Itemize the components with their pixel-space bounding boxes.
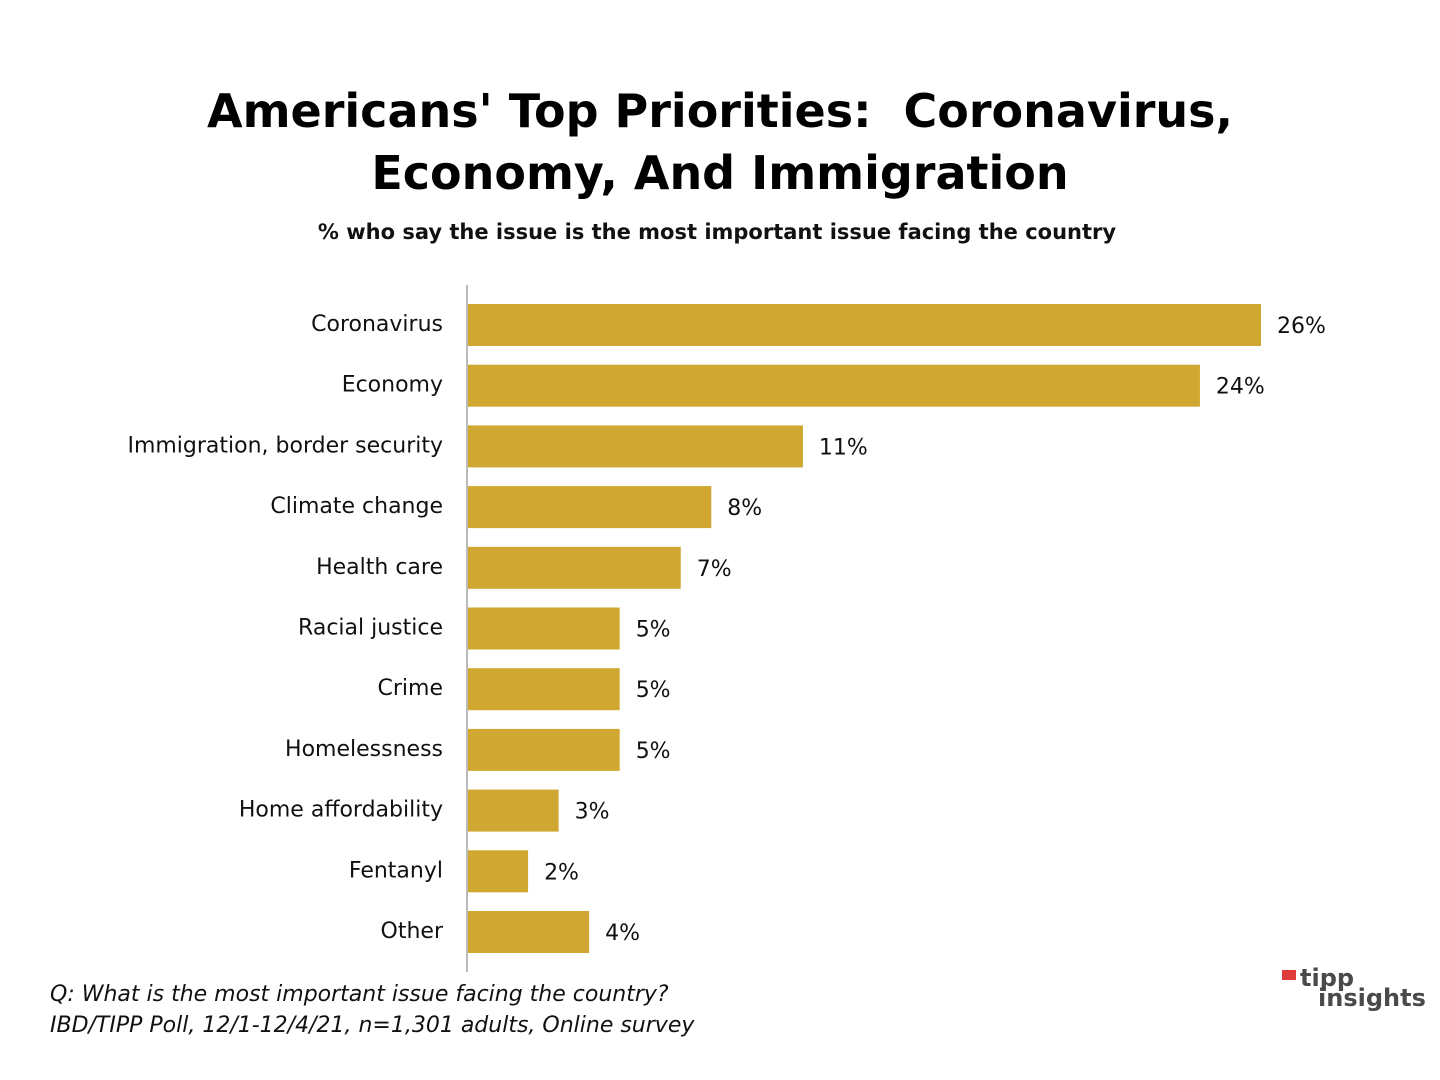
logo: tipp insights	[1282, 964, 1426, 1012]
value-label: 7%	[697, 557, 732, 582]
category-label: Fentanyl	[349, 858, 443, 883]
category-label: Homelessness	[285, 737, 443, 762]
category-label: Economy	[342, 373, 443, 398]
value-label: 2%	[544, 860, 579, 885]
bar	[468, 364, 1200, 407]
category-label: Climate change	[270, 494, 443, 519]
value-label: 4%	[605, 921, 640, 946]
bar	[468, 911, 590, 953]
logo-mark	[1282, 970, 1296, 980]
bar	[468, 728, 620, 771]
bar	[468, 546, 681, 589]
category-label: Immigration, border security	[127, 433, 443, 458]
value-label: 3%	[575, 800, 610, 825]
value-label: 5%	[636, 618, 671, 643]
value-label: 5%	[636, 678, 671, 703]
bar	[468, 304, 1261, 346]
bar	[468, 668, 620, 711]
category-label: Other	[381, 919, 444, 944]
logo-text: tipp	[1300, 964, 1355, 992]
chart-subtitle: % who say the issue is the most importan…	[317, 220, 1117, 244]
category-label: Racial justice	[298, 616, 443, 641]
value-label: 26%	[1277, 314, 1326, 339]
category-label: Home affordability	[239, 798, 443, 823]
value-label: 8%	[727, 496, 762, 521]
bar	[468, 425, 803, 468]
value-label: 24%	[1216, 375, 1265, 400]
value-label: 5%	[636, 739, 671, 764]
logo-text: insights	[1318, 984, 1426, 1012]
bar	[468, 850, 529, 893]
footnote: IBD/TIPP Poll, 12/1-12/4/21, n=1,301 adu…	[50, 1013, 695, 1038]
chart-title: Americans' Top Priorities: Coronavirus, …	[207, 84, 1250, 200]
category-label: Coronavirus	[311, 312, 443, 337]
footnote: Q: What is the most important issue faci…	[50, 982, 669, 1007]
bar	[468, 486, 712, 529]
bar	[468, 789, 559, 832]
category-label: Health care	[316, 555, 443, 580]
value-label: 11%	[819, 435, 868, 460]
bar	[468, 607, 620, 650]
category-label: Crime	[378, 676, 443, 701]
